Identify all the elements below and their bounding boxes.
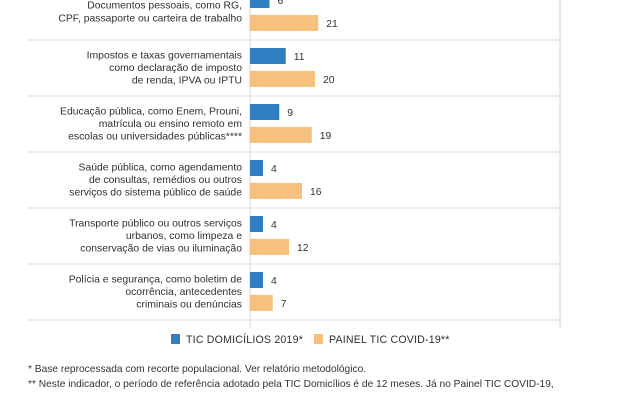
bar-tic-domicilios xyxy=(250,0,270,8)
data-label: 9 xyxy=(287,108,293,119)
category-label-line: escolas ou universidades públicas**** xyxy=(68,132,242,143)
data-label: 4 xyxy=(271,164,277,175)
bar-tic-domicilios xyxy=(250,104,280,120)
category-label-line: Impostos e taxas governamentais xyxy=(87,50,242,61)
category-label: Educação pública, como Enem, Prouni, matr… xyxy=(60,106,242,142)
category-label: Documentos pessoais, como RG, CPF, passap… xyxy=(58,1,242,25)
category-label: Transporte público ou outros serviços urb… xyxy=(69,218,242,254)
category-label-line: serviços do sistema público de saúde xyxy=(69,188,242,199)
footnote-2: ** Neste indicador, o período de referên… xyxy=(28,379,554,390)
category-label-line: urbanos, como limpeza e xyxy=(126,231,242,242)
data-label: 4 xyxy=(271,276,277,287)
category-label-line: Transporte público ou outros serviços xyxy=(69,218,242,229)
category-label-line: criminais ou denúncias xyxy=(136,300,242,311)
category-label-line: Saúde pública, como agendamento xyxy=(79,162,243,173)
data-label: 12 xyxy=(297,243,309,254)
category-label-line: Educação pública, como Enem, Prouni, xyxy=(60,106,242,117)
bar-painel-covid xyxy=(250,127,312,143)
bar-tic-domicilios xyxy=(250,272,263,288)
category-label: Saúde pública, como agendamento de consul… xyxy=(69,162,242,198)
bar-tic-domicilios xyxy=(250,216,263,232)
category-label-line: de renda, IPVA ou IPTU xyxy=(132,76,242,87)
category-label: Polícia e segurança, como boletim de ocor… xyxy=(69,274,242,310)
legend-swatch xyxy=(314,334,323,344)
data-label: 21 xyxy=(326,19,338,30)
legend-swatch xyxy=(171,334,180,344)
legend-label: TIC DOMICÍLIOS 2019* xyxy=(186,333,303,346)
bar-painel-covid xyxy=(250,71,315,87)
bar-painel-covid xyxy=(250,183,302,199)
footnotes: * Base reprocessada com recorte populaci… xyxy=(28,362,628,392)
category-label-line: conservação de vias ou iluminação xyxy=(80,244,242,255)
category-label-line: de consultas, remédios ou outros xyxy=(89,175,242,186)
legend-label: PAINEL TIC COVID-19** xyxy=(329,334,450,346)
bar-painel-covid xyxy=(250,295,273,311)
category-label-line: como declaração de imposto xyxy=(109,63,242,74)
bar-painel-covid xyxy=(250,15,319,31)
category-label-line: Polícia e segurança, como boletim de xyxy=(69,274,242,285)
category-label-line: matrícula ou ensino remoto em xyxy=(99,119,242,130)
category-label: Impostos e taxas governamentais como decl… xyxy=(87,50,243,86)
data-label: 6 xyxy=(278,0,284,7)
category-label-line: CPF, passaporte ou carteira de trabalho xyxy=(58,13,242,24)
data-label: 4 xyxy=(271,220,277,231)
bar-tic-domicilios xyxy=(250,48,286,64)
data-label: 16 xyxy=(310,187,322,198)
data-label: 19 xyxy=(320,131,332,142)
category-label-line: ocorrência, antecedentes xyxy=(125,287,242,298)
plot-area: Documentos pessoais, como RG, CPF, passap… xyxy=(28,0,561,328)
data-label: 20 xyxy=(323,75,335,86)
bar-painel-covid xyxy=(250,239,289,255)
category-label-line: Documentos pessoais, como RG, xyxy=(87,1,242,12)
data-label: 11 xyxy=(294,52,305,63)
legend: TIC DOMICÍLIOS 2019* PAINEL TIC COVID-19*… xyxy=(171,333,450,346)
data-label: 7 xyxy=(281,299,287,310)
footnote-1: * Base reprocessada com recorte populaci… xyxy=(28,364,367,375)
bar-tic-domicilios xyxy=(250,160,263,176)
